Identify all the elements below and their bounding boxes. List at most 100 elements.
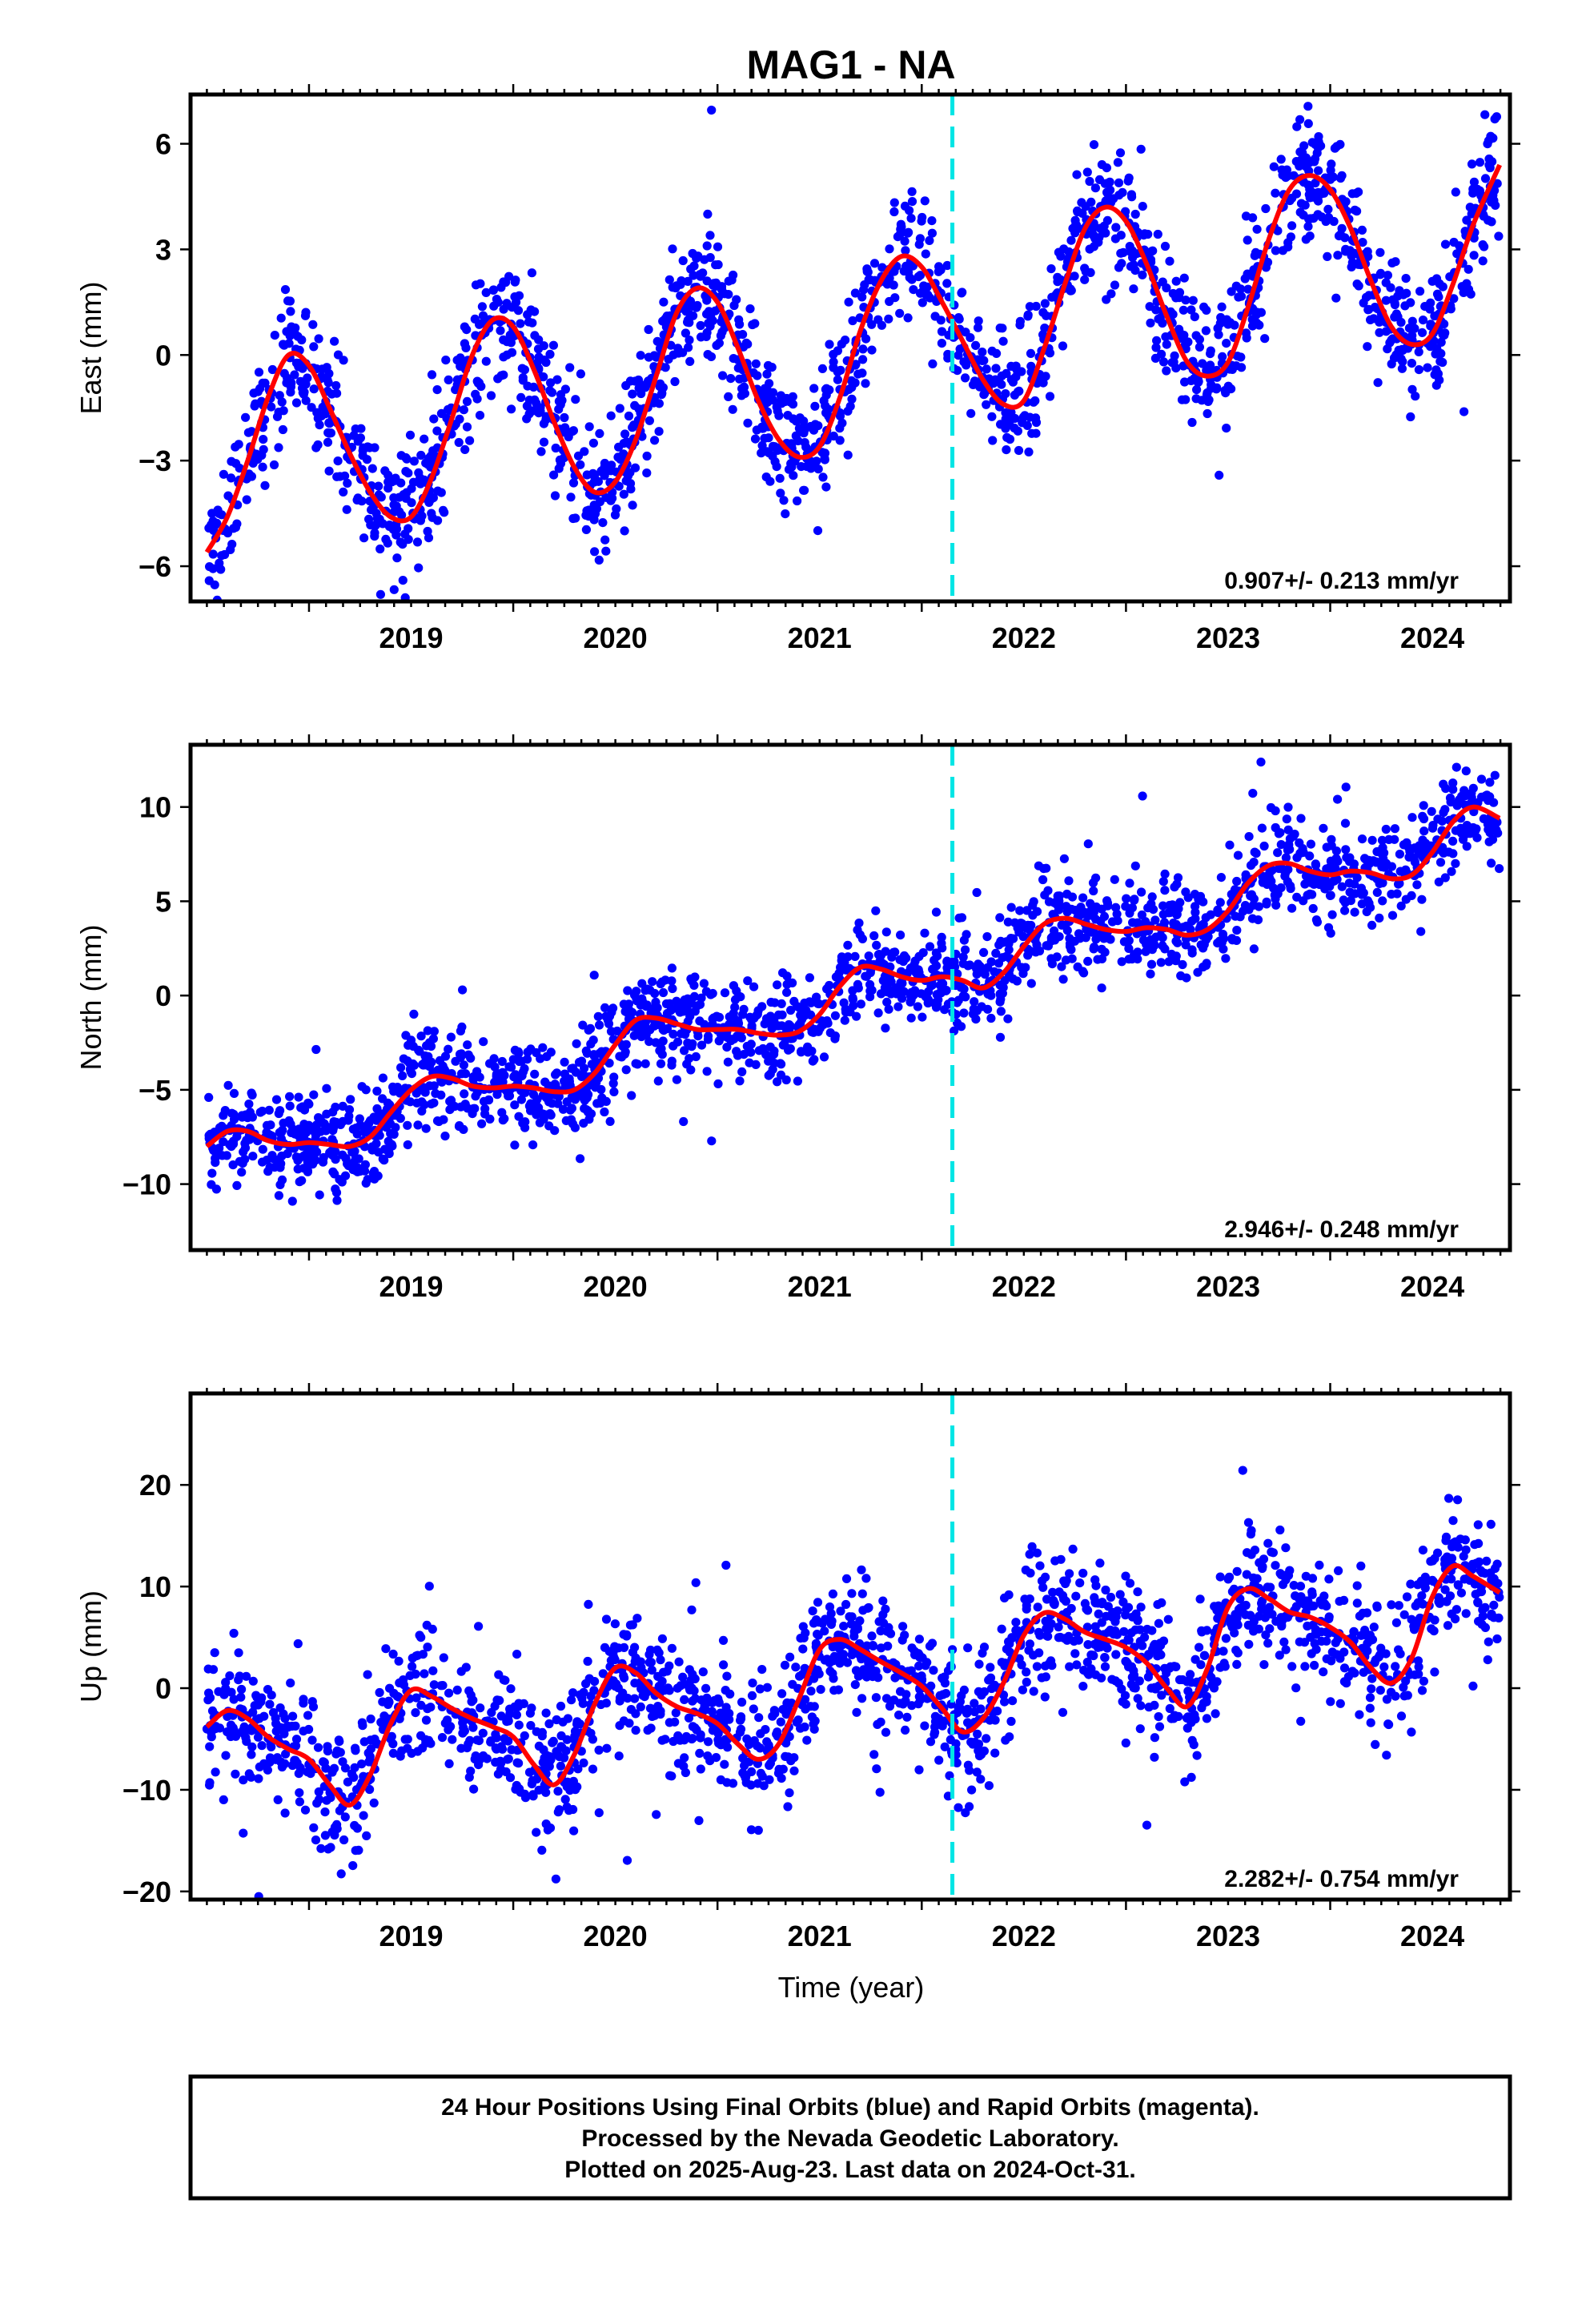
north-point bbox=[1446, 797, 1456, 807]
east-point bbox=[998, 336, 1008, 346]
north-point bbox=[420, 1060, 431, 1070]
east-point bbox=[1222, 424, 1231, 433]
north-point bbox=[1350, 907, 1359, 917]
north-point bbox=[588, 1035, 598, 1045]
north-point bbox=[1248, 900, 1258, 910]
east-point bbox=[576, 369, 586, 379]
east-point bbox=[724, 290, 733, 300]
east-point bbox=[278, 424, 287, 435]
east-point bbox=[375, 589, 385, 599]
east-point bbox=[1260, 334, 1270, 344]
east-point bbox=[353, 493, 363, 503]
east-point bbox=[817, 448, 827, 457]
east-point bbox=[626, 485, 636, 494]
east-point bbox=[1136, 144, 1146, 154]
north-point bbox=[1174, 904, 1183, 914]
east-point bbox=[600, 535, 610, 545]
north-point bbox=[1437, 816, 1447, 826]
north-point bbox=[609, 1087, 619, 1096]
north-point bbox=[865, 979, 875, 990]
north-point bbox=[1325, 891, 1335, 900]
north-point bbox=[1378, 896, 1387, 906]
north-point bbox=[1257, 823, 1267, 833]
north-point bbox=[322, 1084, 331, 1093]
north-point bbox=[1133, 955, 1142, 964]
up-point bbox=[280, 1714, 290, 1723]
east-point bbox=[499, 352, 508, 362]
north-point bbox=[1306, 878, 1315, 887]
north-point bbox=[248, 1152, 258, 1161]
north-point bbox=[528, 1140, 538, 1150]
east-point bbox=[991, 364, 1001, 373]
up-point bbox=[273, 1795, 283, 1804]
north-point bbox=[479, 1037, 488, 1047]
up-point bbox=[474, 1622, 484, 1631]
east-point bbox=[1485, 163, 1495, 173]
north-point bbox=[606, 1027, 616, 1036]
north-point bbox=[570, 1095, 580, 1104]
north-point bbox=[1128, 918, 1138, 927]
up-point bbox=[229, 1695, 239, 1704]
east-point bbox=[1054, 247, 1063, 257]
north-point bbox=[683, 1006, 693, 1015]
east-point bbox=[402, 454, 412, 464]
east-point bbox=[476, 279, 485, 288]
east-point bbox=[619, 489, 628, 499]
north-point bbox=[1248, 789, 1258, 798]
east-point bbox=[833, 367, 842, 376]
east-point bbox=[1335, 230, 1345, 239]
north-point bbox=[1151, 932, 1161, 942]
east-point bbox=[644, 416, 655, 425]
east-point bbox=[702, 241, 712, 251]
east-point bbox=[1407, 359, 1416, 368]
east-point bbox=[656, 390, 666, 400]
east-point bbox=[813, 421, 823, 431]
north-point bbox=[1099, 911, 1110, 921]
east-point bbox=[773, 406, 782, 416]
north-point bbox=[378, 1073, 387, 1083]
up-point bbox=[1027, 1542, 1037, 1551]
north-point bbox=[837, 962, 847, 971]
east-point bbox=[757, 424, 767, 433]
up-point bbox=[1319, 1667, 1328, 1677]
north-point bbox=[697, 1040, 707, 1050]
north-point bbox=[861, 971, 872, 981]
east-point bbox=[270, 331, 279, 340]
north-point bbox=[1239, 907, 1248, 916]
east-point bbox=[799, 428, 809, 438]
east-point bbox=[900, 236, 909, 246]
east-point bbox=[1387, 359, 1396, 369]
up-point bbox=[464, 1772, 474, 1782]
north-point bbox=[865, 986, 875, 996]
north-y-tick-label: 0 bbox=[155, 979, 171, 1012]
north-point bbox=[1097, 983, 1106, 993]
east-point bbox=[552, 375, 562, 384]
east-point bbox=[1359, 298, 1368, 308]
north-point bbox=[237, 1111, 247, 1120]
north-point bbox=[995, 1032, 1006, 1042]
up-point bbox=[568, 1688, 578, 1698]
north-point bbox=[632, 1059, 642, 1069]
up-point bbox=[721, 1560, 731, 1570]
north-point bbox=[446, 1032, 456, 1042]
east-point bbox=[788, 392, 797, 401]
east-point bbox=[414, 563, 424, 573]
north-point bbox=[600, 1107, 609, 1117]
east-point bbox=[1124, 173, 1134, 183]
north-point bbox=[1054, 896, 1064, 906]
north-point bbox=[1160, 869, 1170, 879]
north-point bbox=[620, 1007, 630, 1016]
north-point bbox=[931, 907, 942, 917]
north-point bbox=[343, 1116, 353, 1125]
up-point bbox=[972, 1767, 982, 1777]
east-point bbox=[522, 401, 532, 411]
north-point bbox=[1395, 879, 1404, 888]
up-point bbox=[878, 1596, 888, 1606]
east-point bbox=[539, 419, 549, 428]
east-point bbox=[207, 509, 217, 518]
east-point bbox=[867, 320, 877, 329]
east-point bbox=[259, 435, 268, 444]
north-point bbox=[1409, 853, 1419, 862]
east-point bbox=[416, 479, 425, 489]
east-point bbox=[861, 379, 870, 388]
